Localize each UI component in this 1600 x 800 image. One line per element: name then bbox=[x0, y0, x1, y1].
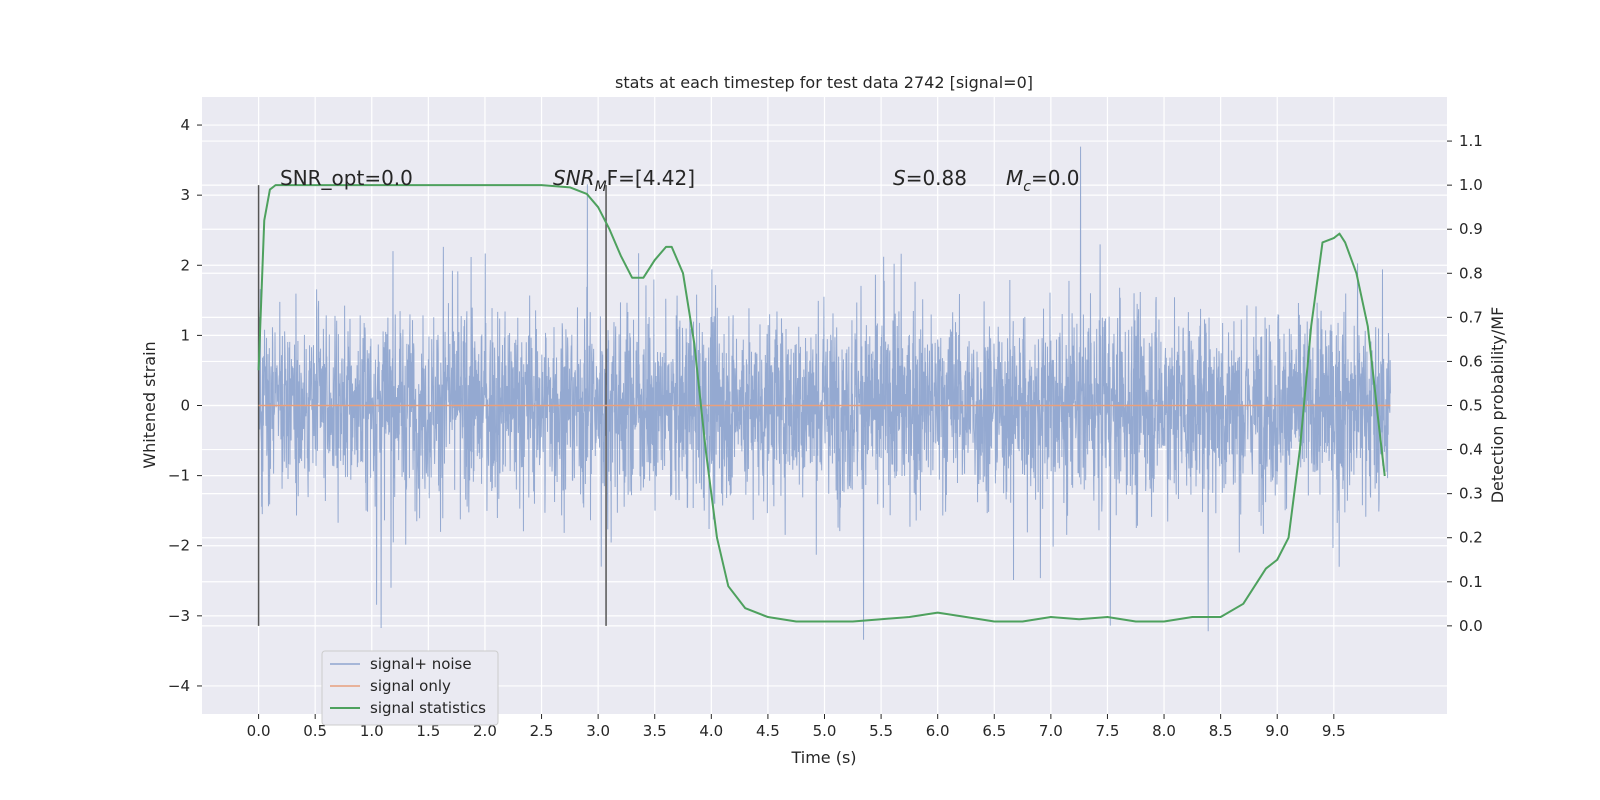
y-right-tick-label: 1.1 bbox=[1459, 132, 1483, 150]
legend-label-signal-statistics: signal statistics bbox=[370, 699, 486, 717]
annotation-mc-rest: =0.0 bbox=[1031, 166, 1080, 190]
x-tick-label: 1.0 bbox=[360, 722, 384, 740]
annotation-s-rest: =0.88 bbox=[906, 166, 967, 190]
y-left-tick-label: 1 bbox=[180, 326, 190, 344]
y-right-axis-label: Detection probability/MF bbox=[1488, 307, 1507, 504]
y-left-tick-label: −2 bbox=[168, 537, 190, 555]
x-tick-label: 5.0 bbox=[813, 722, 837, 740]
x-tick-label: 4.5 bbox=[756, 722, 780, 740]
x-tick-label: 0.0 bbox=[247, 722, 271, 740]
annotation-s-main: S bbox=[893, 166, 906, 190]
legend-label-signal-noise: signal+ noise bbox=[370, 655, 472, 673]
y-left-tick-label: −3 bbox=[168, 607, 190, 625]
x-tick-label: 6.0 bbox=[926, 722, 950, 740]
y-left-tick-label: 4 bbox=[180, 116, 190, 134]
y-right-tick-label: 0.6 bbox=[1459, 352, 1483, 370]
x-tick-label: 4.0 bbox=[699, 722, 723, 740]
x-tick-label: 8.0 bbox=[1152, 722, 1176, 740]
y-left-axis-label: Whitened strain bbox=[140, 341, 159, 468]
legend: signal+ noise signal only signal statist… bbox=[321, 650, 499, 726]
y-left-tick-label: 0 bbox=[180, 397, 190, 415]
annotation-mc-main: M bbox=[1006, 166, 1023, 190]
y-left-tick-label: −4 bbox=[168, 677, 190, 695]
annotation-snr-opt: SNR_opt=0.0 bbox=[280, 166, 413, 190]
x-tick-label: 7.5 bbox=[1096, 722, 1120, 740]
y-left-tick-label: 2 bbox=[180, 256, 190, 274]
y-right-tick-label: 0.2 bbox=[1459, 529, 1483, 547]
y-right-tick-label: 0.7 bbox=[1459, 308, 1483, 326]
x-tick-label: 0.5 bbox=[303, 722, 327, 740]
y-right-axis-ticks: 1.1 1.0 0.9 0.8 0.7 0.6 0.5 0.4 0.3 0.2 0.1 0.0 bbox=[1447, 132, 1483, 635]
y-right-tick-label: 0.5 bbox=[1459, 397, 1483, 415]
signal-noise-series bbox=[258, 146, 1391, 640]
x-tick-label: 7.0 bbox=[1039, 722, 1063, 740]
x-tick-label: 8.5 bbox=[1209, 722, 1233, 740]
x-tick-label: 2.0 bbox=[473, 722, 497, 740]
legend-label-signal-only: signal only bbox=[370, 677, 451, 695]
signal-statistics-line bbox=[257, 184, 1386, 623]
x-tick-label: 5.5 bbox=[869, 722, 893, 740]
x-tick-label: 2.5 bbox=[530, 722, 554, 740]
x-tick-label: 9.0 bbox=[1265, 722, 1289, 740]
y-left-axis-ticks: 4 3 2 1 0 −1 −2 −3 −4 bbox=[168, 116, 202, 695]
annotation-snr-mf-main: SNR bbox=[553, 166, 595, 190]
annotation-s: S=0.88 bbox=[893, 166, 967, 190]
y-right-tick-label: 0.9 bbox=[1459, 220, 1483, 238]
annotation-mc: Mc=0.0 bbox=[1006, 166, 1080, 195]
legend-box bbox=[321, 650, 499, 726]
y-right-tick-label: 0.0 bbox=[1459, 617, 1483, 635]
y-right-tick-label: 0.1 bbox=[1459, 573, 1483, 591]
annotation-snr-mf: SNRMF=[4.42] bbox=[553, 166, 695, 195]
x-axis-label: Time (s) bbox=[790, 748, 856, 767]
x-axis-ticks: 0.0 0.5 1.0 1.5 2.0 2.5 3.0 3.5 4.0 4.5 5.0 5.5 6.0 6… bbox=[247, 714, 1346, 740]
x-tick-label: 9.5 bbox=[1322, 722, 1346, 740]
signal-statistics-series bbox=[257, 184, 1386, 623]
x-tick-label: 3.0 bbox=[586, 722, 610, 740]
x-tick-label: 1.5 bbox=[416, 722, 440, 740]
annotation-mc-sub: c bbox=[1023, 179, 1031, 195]
x-tick-label: 3.5 bbox=[643, 722, 667, 740]
signal-noise-line bbox=[258, 146, 1391, 640]
chart-title: stats at each timestep for test data 274… bbox=[615, 73, 1033, 92]
y-left-tick-label: 3 bbox=[180, 186, 190, 204]
y-right-tick-label: 0.8 bbox=[1459, 264, 1483, 282]
annotation-snr-mf-rest: F=[4.42] bbox=[607, 166, 695, 190]
annotation-snr-mf-sub: M bbox=[595, 179, 607, 195]
y-right-tick-label: 1.0 bbox=[1459, 176, 1483, 194]
y-right-tick-label: 0.4 bbox=[1459, 441, 1483, 459]
y-left-tick-label: −1 bbox=[168, 467, 190, 485]
x-tick-label: 6.5 bbox=[982, 722, 1006, 740]
y-right-tick-label: 0.3 bbox=[1459, 485, 1483, 503]
